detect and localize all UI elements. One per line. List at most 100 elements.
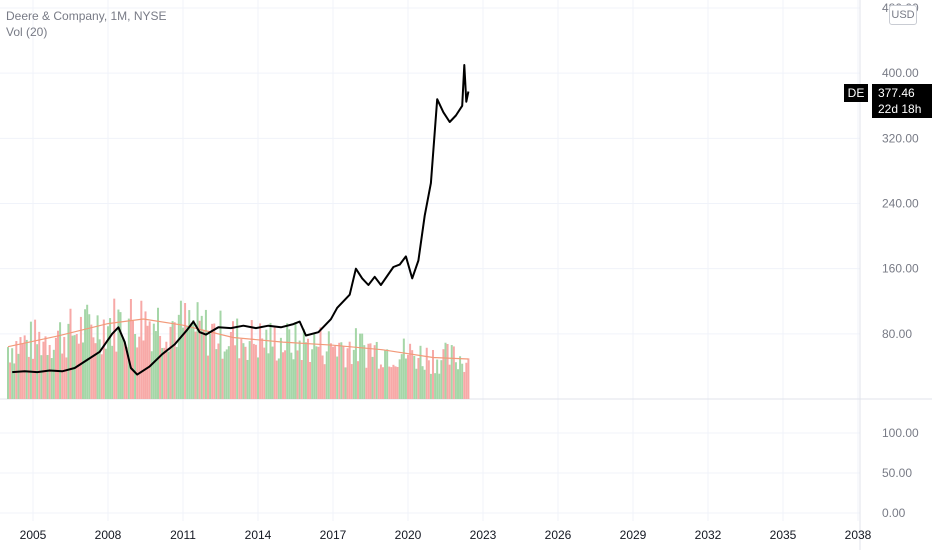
- volume-bar: [352, 349, 355, 399]
- volume-bar: [90, 324, 93, 399]
- volume-bar: [390, 367, 393, 399]
- volume-bar: [286, 323, 289, 399]
- volume-bar: [246, 359, 249, 399]
- volume-bar: [227, 346, 230, 399]
- volume-bar: [290, 352, 293, 399]
- volume-bar: [52, 349, 55, 399]
- volume-bar: [307, 338, 309, 399]
- time-axis-label: 2038: [845, 528, 872, 542]
- volume-bar: [313, 332, 316, 399]
- volume-bar: [77, 343, 80, 399]
- volume-bar: [88, 314, 91, 399]
- volume-bar: [11, 348, 14, 399]
- volume-bar: [329, 343, 332, 399]
- volume-bar: [167, 351, 170, 399]
- volume-bar: [92, 337, 95, 399]
- volume-bar: [304, 342, 307, 399]
- volume-bar: [123, 342, 126, 399]
- volume-bar: [344, 367, 347, 399]
- volume-bar: [125, 347, 128, 399]
- chart-legend: Deere & Company, 1M, NYSE Vol (20): [6, 8, 167, 40]
- volume-bar: [302, 328, 305, 399]
- volume-bar: [13, 363, 16, 399]
- volume-bar: [409, 343, 412, 399]
- volume-bar: [232, 321, 234, 399]
- volume-bar: [109, 318, 112, 399]
- volume-bar: [98, 339, 101, 399]
- volume-bar: [7, 347, 9, 399]
- time-axis-label: 2023: [470, 528, 497, 542]
- volume-bar: [202, 330, 205, 399]
- volume-bar: [221, 358, 224, 399]
- volume-bar: [23, 335, 26, 399]
- volume-bar: [354, 328, 357, 399]
- volume-bar: [311, 349, 314, 399]
- volume-bar: [190, 324, 193, 399]
- volume-bar: [25, 339, 28, 399]
- volume-bar: [265, 329, 268, 399]
- time-axis[interactable]: 2005 2008 2011 2014 2017 2020 2023 2026 2029 2032…: [20, 528, 872, 542]
- volume-bar: [119, 312, 122, 399]
- volume-bar: [252, 343, 255, 399]
- volume-bar: [107, 326, 109, 399]
- volume-bar: [19, 337, 22, 399]
- volume-bar: [346, 348, 349, 399]
- volume-bar: [327, 331, 330, 399]
- volume-bar: [50, 358, 53, 399]
- volume-bar: [17, 353, 20, 399]
- volume-bar: [427, 360, 430, 399]
- volume-bar: [269, 322, 272, 399]
- price-axis-label: 240.00: [882, 197, 919, 211]
- volume-bar: [186, 326, 189, 399]
- volume-bar: [467, 358, 470, 399]
- volume-bar: [342, 346, 345, 399]
- volume-bar: [275, 360, 278, 399]
- volume-bar: [273, 327, 276, 399]
- volume-bar: [69, 308, 72, 399]
- volume-bar: [86, 304, 89, 399]
- volume-bar: [169, 326, 172, 399]
- volume-bar: [217, 343, 220, 399]
- currency-button[interactable]: USD: [889, 5, 917, 25]
- volume-bar: [48, 344, 51, 399]
- volume-bar: [411, 350, 414, 399]
- time-axis-label: 2017: [320, 528, 347, 542]
- volume-bar: [407, 354, 409, 399]
- time-axis-label: 2008: [95, 528, 122, 542]
- volume-bar: [259, 323, 262, 399]
- volume-bar: [296, 350, 299, 399]
- volume-bar: [261, 338, 264, 399]
- volume-legend[interactable]: Vol (20): [6, 25, 48, 39]
- volume-bar: [100, 354, 103, 399]
- volume-ma-line: [7, 318, 469, 360]
- volume-bar: [402, 338, 405, 399]
- volume-bar: [277, 358, 280, 399]
- volume-bar: [284, 350, 287, 399]
- volume-bar: [154, 331, 157, 399]
- volume-bar: [140, 300, 143, 399]
- volume-bar: [177, 314, 180, 399]
- volume-bar: [129, 299, 132, 399]
- volume-ma-series: [7, 318, 469, 360]
- volume-bar: [446, 344, 449, 399]
- volume-bar: [279, 337, 282, 399]
- volume-bar: [386, 349, 389, 399]
- volume-bar: [194, 331, 197, 399]
- volume-bar: [213, 323, 216, 399]
- volume-bar: [204, 309, 207, 399]
- volume-bar: [429, 373, 432, 399]
- volume-bar: [173, 322, 176, 399]
- volume-bar: [298, 340, 301, 399]
- volume-bar: [454, 362, 457, 399]
- volume-bar: [219, 310, 222, 399]
- volume-axis[interactable]: 0.00 50.00 100.00: [882, 426, 919, 520]
- volume-bar: [369, 343, 372, 399]
- volume-bar: [121, 338, 124, 399]
- volume-bar: [365, 367, 368, 399]
- volume-bar: [392, 364, 395, 399]
- time-axis-label: 2035: [770, 528, 797, 542]
- symbol-legend[interactable]: Deere & Company, 1M, NYSE: [6, 9, 167, 23]
